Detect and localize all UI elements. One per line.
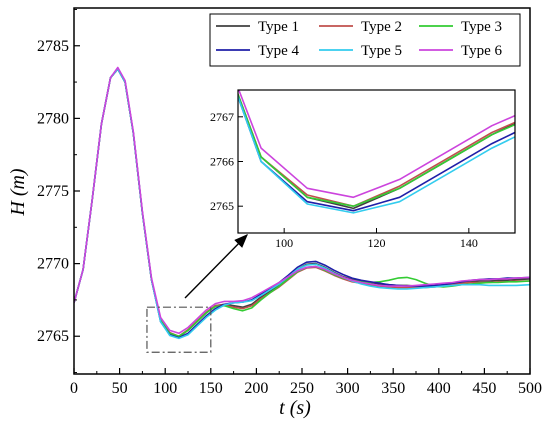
x-tick-label: 400: [427, 380, 451, 397]
inset-x-tick-label: 120: [368, 236, 386, 250]
zoom-arrow: [184, 234, 248, 299]
y-tick-label: 2775: [37, 183, 69, 200]
y-tick-label: 2780: [37, 110, 69, 127]
legend-label-6: Type 6: [461, 43, 503, 59]
inset-y-tick-label: 2767: [210, 110, 234, 124]
x-tick-label: 500: [518, 380, 542, 397]
inset-x-ticks: 100 120 140: [275, 228, 478, 250]
x-tick-label: 350: [381, 380, 405, 397]
legend-label-4: Type 4: [258, 43, 300, 59]
zoom-focus-box: [146, 306, 212, 353]
inset-x-tick-label: 100: [275, 236, 293, 250]
x-tick-label: 0: [70, 380, 78, 397]
legend-label-2: Type 2: [361, 19, 402, 35]
inset-y-ticks: 2765 2766 2767: [210, 110, 243, 213]
inset-y-tick-label: 2765: [210, 199, 234, 213]
x-tick-label: 50: [112, 380, 128, 397]
legend-label-5: Type 5: [361, 43, 402, 59]
inset-x-tick-label: 140: [460, 236, 478, 250]
series-line-6: [74, 66, 530, 335]
x-tick-label: 250: [290, 380, 314, 397]
legend-box: [209, 13, 521, 67]
x-axis-label: t (s): [279, 397, 311, 419]
legend-label-1: Type 1: [258, 19, 299, 35]
x-tick-label: 150: [199, 380, 223, 397]
x-tick-label: 100: [153, 380, 177, 397]
y-axis-label: H (m): [7, 168, 29, 217]
inset-y-tick-label: 2766: [210, 155, 234, 169]
y-axis-ticks: 2765 2770 2775 2780 2785: [37, 8, 80, 374]
y-tick-label: 2765: [37, 328, 69, 345]
legend: Type 1 Type 2 Type 3 Type 4 Type 5 Type 6: [209, 13, 521, 67]
legend-label-3: Type 3: [461, 19, 502, 35]
x-tick-label: 300: [336, 380, 360, 397]
x-tick-label: 200: [244, 380, 268, 397]
y-tick-label: 2785: [37, 38, 69, 55]
x-tick-label: 450: [472, 380, 496, 397]
x-axis-ticks: 0 50 100 150 200 250 300 350 400 450 500: [70, 368, 542, 397]
inset-background: [238, 90, 515, 233]
y-tick-label: 2770: [37, 256, 69, 273]
main-plot-lines: [74, 66, 530, 340]
